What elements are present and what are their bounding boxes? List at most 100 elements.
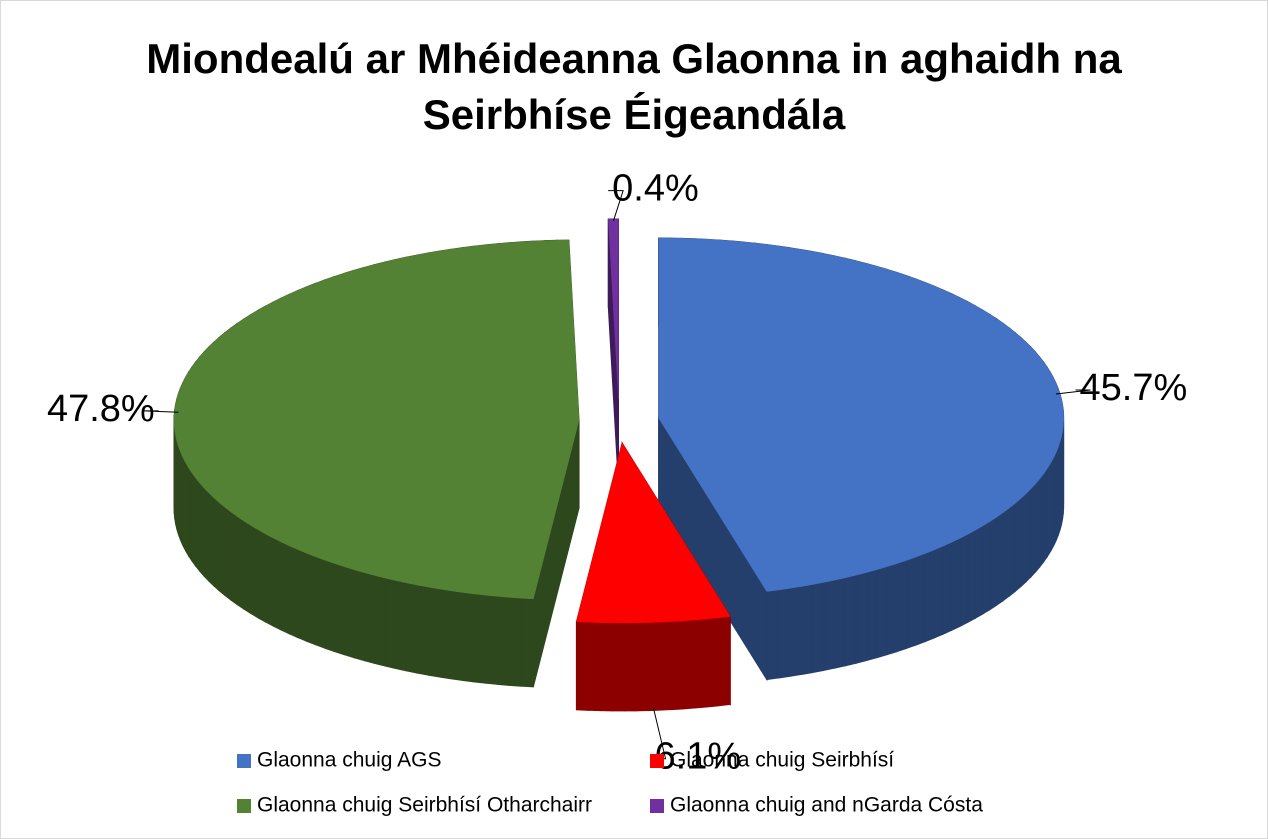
leader-line <box>1055 389 1091 395</box>
slice-side <box>933 545 944 639</box>
slice-side <box>485 594 499 685</box>
slice-side <box>1035 477 1041 574</box>
slice-side <box>834 577 846 669</box>
slice-side <box>718 615 731 707</box>
slice-side <box>996 511 1004 607</box>
slice-side <box>800 583 814 676</box>
slice-side <box>199 481 205 578</box>
slice <box>576 442 731 624</box>
slice-side <box>297 548 308 643</box>
slice-side <box>497 595 510 686</box>
slice-side <box>924 549 935 643</box>
slice-side <box>236 515 245 610</box>
slice-side <box>915 552 926 646</box>
slice-side <box>1043 466 1048 564</box>
legend-swatch <box>237 799 251 813</box>
slice-side <box>1020 492 1027 588</box>
slice-side <box>789 585 802 677</box>
chart-title: Miondealú ar Mhéideanna Glaonna in aghai… <box>146 35 1122 138</box>
slice-side <box>191 471 197 568</box>
slice-side <box>959 533 969 628</box>
slice-side <box>886 562 898 656</box>
data-label: 0.4% <box>612 168 699 210</box>
legend-swatch <box>650 799 664 813</box>
slice-side <box>272 537 282 631</box>
slice-side <box>343 565 355 659</box>
slice-side <box>766 589 779 681</box>
slice-side <box>395 579 407 672</box>
slice-side <box>896 559 908 653</box>
slice-side <box>647 621 661 712</box>
slice-side <box>1030 482 1037 578</box>
slice-side <box>250 524 259 619</box>
slice-side <box>777 587 791 679</box>
slice-side <box>218 501 226 597</box>
legend-label: Glaonna chuig AGS <box>257 749 441 772</box>
slice-side <box>876 566 888 659</box>
slice-side <box>230 510 238 606</box>
slice-side <box>333 562 345 656</box>
slice-side <box>508 596 522 687</box>
slice-side <box>694 618 708 709</box>
slice-side <box>243 520 252 615</box>
slice-side <box>1014 497 1022 593</box>
slice-side <box>982 520 991 615</box>
slice-side <box>951 537 961 632</box>
slice-side <box>439 588 452 680</box>
slice-group <box>658 237 1065 682</box>
slice-side <box>405 582 418 674</box>
slice-side <box>374 574 386 667</box>
slice-side <box>1025 487 1032 583</box>
slice-side <box>203 486 210 583</box>
leader-line <box>608 190 624 221</box>
slice-side <box>683 619 696 710</box>
leader-line <box>143 410 179 413</box>
slice-side <box>353 569 365 662</box>
slice-side <box>844 574 857 667</box>
legend-label: Glaonna chuig Seirbhísí Otharchairr <box>257 794 592 817</box>
slice-side <box>706 617 720 708</box>
slice-side <box>450 590 464 682</box>
slice <box>608 218 619 400</box>
slice-side <box>195 476 201 573</box>
slice-side <box>1009 502 1016 597</box>
slice-side <box>671 620 685 711</box>
data-label: 45.7% <box>1080 367 1188 409</box>
slice-side <box>208 491 215 587</box>
slice-side <box>1039 472 1045 569</box>
slice-side <box>288 545 299 639</box>
slice-side <box>280 541 290 635</box>
slice-side <box>520 597 534 688</box>
slice-side <box>306 552 317 646</box>
slice-side <box>906 556 917 650</box>
legend-label: Glaonna chuig Seirbhísí <box>670 749 894 772</box>
slice-side <box>575 621 589 711</box>
slice-side <box>462 591 475 683</box>
slice-side <box>1002 506 1011 602</box>
data-label: 47.8% <box>47 388 155 430</box>
slice-side <box>812 581 825 674</box>
slice-side <box>823 579 836 672</box>
slice-side <box>974 525 984 620</box>
slice-side <box>188 466 193 563</box>
slice-side <box>611 622 625 712</box>
slice-side <box>599 622 613 712</box>
slice-side <box>224 506 232 601</box>
slice-side <box>473 593 487 684</box>
slice-side <box>315 556 326 649</box>
slice-group <box>575 441 731 712</box>
legend-swatch <box>650 754 664 768</box>
slice-side <box>635 622 649 712</box>
slice-side <box>257 528 266 623</box>
slice-side <box>942 541 953 635</box>
slice-side <box>989 516 998 611</box>
slice-side <box>659 621 673 711</box>
slice-side <box>416 584 430 676</box>
slice-group <box>173 239 580 688</box>
slice-side <box>866 568 878 662</box>
slice-side <box>264 533 274 627</box>
slice-side <box>363 571 376 665</box>
slice-group <box>607 218 619 488</box>
